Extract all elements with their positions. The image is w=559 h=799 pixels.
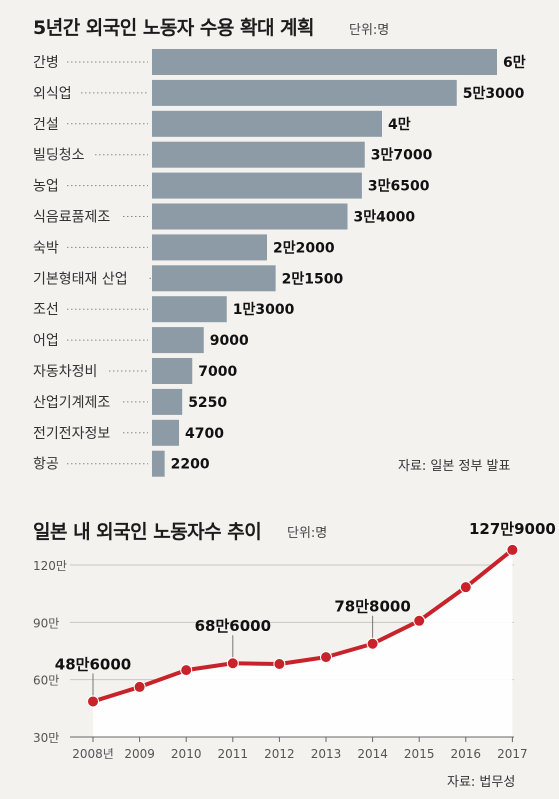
bar-value-label: 2200 [171,457,210,473]
x-tick-label: 2016 [451,747,482,761]
x-tick-label: 2013 [311,747,342,761]
point-value-label: 127만9000 [469,520,556,538]
line-chart-unit: 단위:명 [287,526,328,541]
data-point [366,637,379,650]
point-value-label: 48만6000 [55,655,131,673]
data-point [459,581,472,594]
bar-value-label: 3만4000 [354,210,416,226]
bar-chart-title: 5년간 외국인 노동자 수용 확대 계획 [33,17,315,39]
bar-value-label: 5250 [188,395,227,411]
x-tick-label: 2009 [124,747,155,761]
bar-value-label: 2만1500 [282,271,344,287]
area-fill [93,549,513,737]
line-chart-source: 자료: 법무성 [447,775,516,790]
x-tick-label: 2017 [497,747,528,761]
bar [152,327,204,354]
bar-value-label: 5만3000 [463,86,525,102]
category-label: 어업 [33,333,59,349]
x-tick-label: 2008년 [72,747,114,761]
point-value-label: 68만6000 [195,617,271,635]
data-point [273,657,286,670]
bar-value-label: 9000 [210,333,249,349]
point-value-label: 78만8000 [334,598,410,616]
data-point [413,614,426,627]
bar [152,79,457,106]
x-tick-label: 2015 [404,747,435,761]
y-tick-label: 60만 [33,674,59,688]
bar [152,49,497,75]
bar [152,450,165,477]
y-tick-label: 120만 [33,559,67,573]
data-point [87,695,99,708]
bar [152,419,180,446]
bar-value-label: 4700 [185,426,224,442]
category-label: 자동차정비 [33,364,97,380]
category-label: 건설 [33,117,59,133]
category-label: 숙박 [33,240,59,256]
bar-chart-source: 자료: 일본 정부 발표 [398,459,511,474]
category-label: 식음료품제조 [33,210,110,226]
data-point [506,543,519,556]
bar [152,358,193,384]
bar-value-label: 3만6500 [368,179,430,195]
category-label: 전기전자정보 [33,426,110,442]
bar [152,203,348,230]
category-label: 기본형태재 산업 [33,271,128,287]
bar [152,296,227,323]
bar [152,110,382,137]
bar [152,388,183,415]
series-line [92,548,514,704]
x-tick-label: 2011 [218,747,249,761]
bar-value-label: 2만2000 [273,240,335,256]
bar-value-label: 7000 [198,364,237,380]
bar-value-label: 1만3000 [233,302,295,318]
y-tick-label: 30만 [33,731,59,745]
data-point [180,664,193,677]
x-tick-label: 2014 [357,747,388,761]
bar-chart-unit: 단위:명 [349,23,390,38]
bar [152,172,362,199]
data-point [226,657,239,670]
x-tick-label: 2010 [171,747,202,761]
category-label: 외식업 [33,86,72,102]
bar-value-label: 3만7000 [371,148,433,164]
y-tick-label: 90만 [33,616,59,630]
category-label: 항공 [33,457,59,473]
bar [152,141,365,168]
category-label: 농업 [33,179,59,195]
category-label: 산업기계제조 [33,395,110,411]
bar [152,265,276,292]
bar-value-label: 4만 [388,117,411,133]
line-chart-title: 일본 내 외국인 노동자수 추이 [33,521,262,543]
x-tick-label: 2012 [264,747,295,761]
data-point [320,651,332,664]
data-point [133,680,146,693]
category-label: 조선 [33,302,59,318]
category-label: 간병 [33,55,59,71]
category-label: 빌딩청소 [33,148,85,164]
bar-value-label: 6만 [503,55,526,71]
bar [152,234,267,261]
